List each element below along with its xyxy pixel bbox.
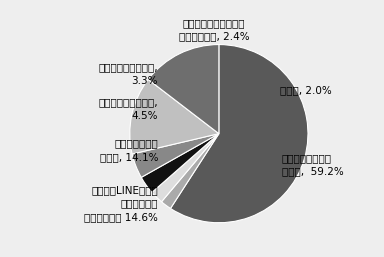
Text: その他, 2.0%: その他, 2.0%	[280, 86, 331, 95]
Text: 手紙で伝えてほしい,
4.5%: 手紙で伝えてほしい, 4.5%	[99, 97, 158, 121]
Wedge shape	[141, 134, 219, 192]
Wedge shape	[170, 44, 308, 223]
Wedge shape	[152, 134, 219, 202]
Wedge shape	[162, 134, 219, 208]
Wedge shape	[148, 44, 219, 134]
Wedge shape	[132, 134, 219, 177]
Text: 直接会って伝えて
ほしい,  59.2%: 直接会って伝えて ほしい, 59.2%	[281, 153, 343, 176]
Text: オンラインで顔を見て
伝えてほしい, 2.4%: オンラインで顔を見て 伝えてほしい, 2.4%	[179, 18, 249, 41]
Wedge shape	[130, 79, 219, 154]
Text: 電話で伝えて欲しい,
3.3%: 電話で伝えて欲しい, 3.3%	[99, 62, 158, 86]
Text: メールやLINEなどの
メッセージで
伝えてほしい 14.6%: メールやLINEなどの メッセージで 伝えてほしい 14.6%	[84, 185, 158, 222]
Text: 特に何もしなく
ていい, 14.1%: 特に何もしなく ていい, 14.1%	[99, 139, 158, 162]
